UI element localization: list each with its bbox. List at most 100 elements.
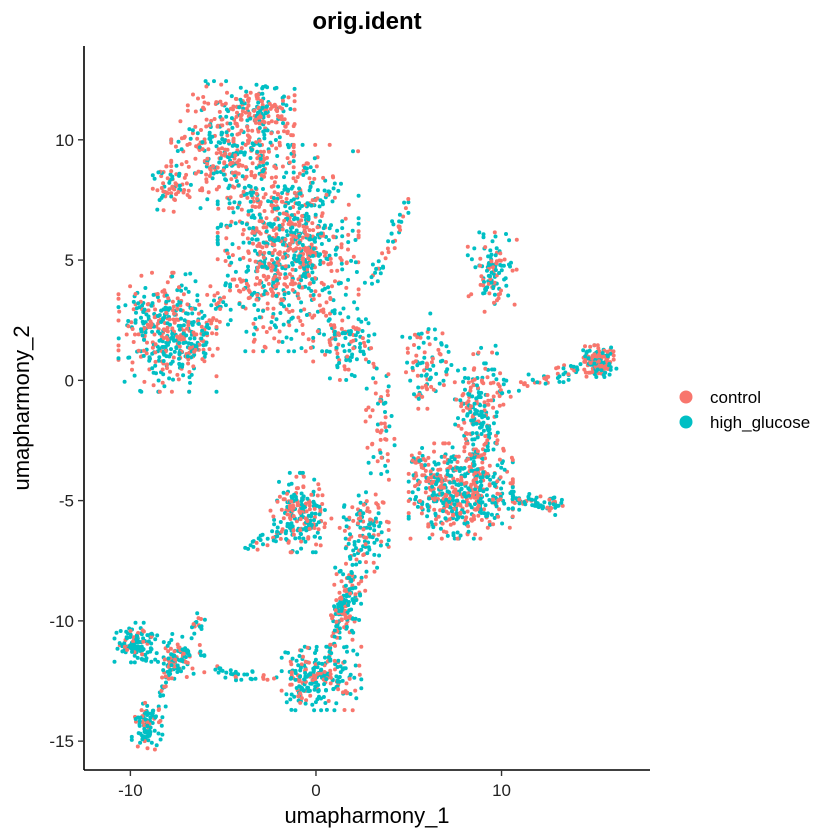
point-high-glucose [400, 334, 405, 339]
point-high-glucose [575, 367, 580, 372]
point-control [334, 619, 339, 624]
point-high-glucose [359, 686, 364, 691]
point-control [116, 292, 121, 297]
point-high-glucose [262, 292, 267, 297]
point-high-glucose [215, 199, 220, 204]
point-high-glucose [288, 697, 293, 702]
point-control [498, 258, 503, 263]
point-control [116, 343, 121, 348]
point-control [417, 392, 422, 397]
point-control [186, 323, 191, 328]
point-high-glucose [473, 408, 478, 412]
point-high-glucose [315, 530, 320, 535]
point-high-glucose [387, 424, 392, 429]
point-control [270, 251, 275, 255]
point-control [239, 207, 244, 212]
point-control [162, 684, 167, 689]
point-control [340, 318, 345, 323]
point-control [161, 189, 166, 194]
point-high-glucose [376, 511, 381, 516]
point-high-glucose [149, 659, 154, 664]
point-high-glucose [172, 338, 176, 343]
point-high-glucose [143, 286, 148, 290]
point-high-glucose [427, 496, 432, 501]
x-tick-label: -10 [118, 781, 143, 800]
point-high-glucose [251, 539, 256, 544]
point-control [216, 206, 221, 211]
point-control [297, 223, 302, 228]
point-control [133, 332, 137, 337]
point-control [371, 560, 376, 565]
point-high-glucose [282, 175, 286, 180]
point-high-glucose [169, 652, 174, 657]
point-control [201, 105, 206, 110]
point-high-glucose [214, 144, 219, 149]
y-tick-label: -15 [49, 732, 74, 751]
point-control [219, 82, 224, 87]
point-high-glucose [286, 650, 290, 655]
point-high-glucose [253, 186, 258, 191]
point-control [596, 346, 601, 351]
point-control [278, 536, 283, 541]
point-high-glucose [136, 301, 141, 306]
point-control [291, 176, 296, 181]
point-control [428, 469, 433, 474]
point-control [545, 505, 550, 510]
point-high-glucose [278, 311, 283, 315]
point-high-glucose [542, 500, 547, 505]
point-high-glucose [297, 186, 302, 191]
point-high-glucose [171, 377, 175, 382]
point-high-glucose [185, 311, 190, 316]
point-control [260, 103, 265, 107]
point-control [277, 140, 282, 145]
point-control [193, 124, 198, 129]
point-high-glucose [290, 315, 295, 320]
point-high-glucose [142, 294, 147, 299]
point-control [285, 284, 290, 289]
point-high-glucose [244, 329, 249, 334]
point-high-glucose [587, 348, 592, 353]
point-high-glucose [445, 468, 450, 473]
point-high-glucose [406, 479, 411, 484]
point-high-glucose [319, 708, 324, 713]
point-control [225, 121, 230, 126]
point-high-glucose [165, 321, 170, 326]
point-high-glucose [153, 657, 158, 662]
point-control [413, 460, 418, 465]
point-control [462, 481, 467, 486]
point-high-glucose [439, 454, 444, 459]
point-high-glucose [299, 546, 304, 551]
point-high-glucose [175, 149, 180, 153]
point-control [345, 354, 350, 359]
point-high-glucose [504, 283, 509, 288]
point-high-glucose [151, 292, 156, 297]
point-high-glucose [155, 314, 160, 318]
point-control [186, 319, 191, 324]
point-high-glucose [267, 250, 272, 255]
point-control [315, 225, 320, 230]
point-high-glucose [284, 537, 289, 541]
point-high-glucose [324, 688, 328, 692]
point-control [494, 261, 499, 266]
point-high-glucose [244, 278, 249, 283]
point-control [230, 170, 235, 175]
point-high-glucose [478, 475, 483, 480]
y-tick-label: 0 [65, 371, 74, 390]
point-high-glucose [332, 604, 337, 609]
point-control [220, 146, 224, 151]
point-control [246, 296, 251, 301]
point-high-glucose [116, 356, 121, 361]
point-control [225, 90, 229, 95]
point-control [603, 366, 608, 371]
point-control [321, 175, 326, 180]
point-high-glucose [265, 536, 270, 541]
point-high-glucose [451, 531, 456, 536]
point-high-glucose [149, 641, 154, 646]
point-high-glucose [318, 262, 323, 267]
point-high-glucose [194, 620, 199, 624]
point-control [335, 268, 340, 273]
y-tick-label: -10 [49, 612, 74, 631]
point-control [185, 108, 190, 113]
point-high-glucose [128, 645, 133, 650]
point-control [327, 142, 332, 147]
